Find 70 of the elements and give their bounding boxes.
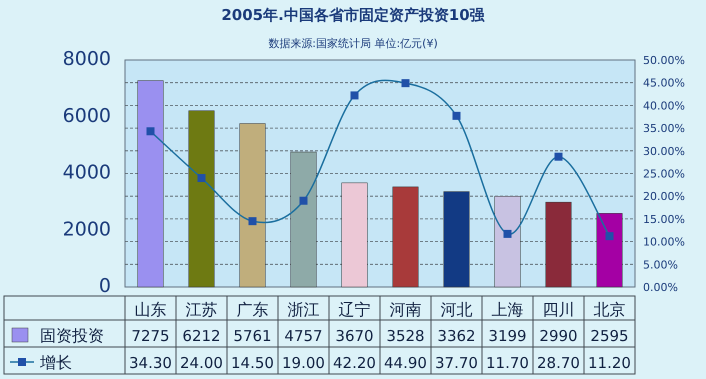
point bbox=[606, 232, 614, 240]
data-label: 3528 bbox=[386, 327, 425, 345]
point bbox=[300, 196, 308, 205]
data-label: 5761 bbox=[233, 327, 272, 345]
data-label: 4757 bbox=[284, 327, 323, 345]
data-label: 44.90 bbox=[384, 354, 427, 372]
y2-tick-label: 25.00% bbox=[643, 168, 685, 180]
x-tick-label: 广东 bbox=[236, 300, 268, 319]
y2-tick-label: 5.00% bbox=[643, 258, 678, 272]
data-label: 34.30 bbox=[129, 354, 172, 372]
x-tick-label: 北京 bbox=[594, 300, 626, 319]
y-tick-label: 0 bbox=[98, 275, 111, 297]
x-tick-label: 山东 bbox=[134, 300, 166, 319]
y2-tick-label: 40.00% bbox=[643, 99, 685, 112]
x-tick-label: 上海 bbox=[492, 300, 524, 319]
bar bbox=[444, 191, 470, 288]
point bbox=[146, 127, 154, 136]
data-label: 28.70 bbox=[537, 354, 580, 372]
point bbox=[452, 112, 460, 120]
x-tick-label: 浙江 bbox=[288, 300, 320, 319]
bar bbox=[290, 152, 316, 288]
y2-tick-label: 50.00% bbox=[643, 54, 685, 67]
y2-tick-label: 15.00% bbox=[643, 212, 685, 226]
x-tick-label: 四川 bbox=[542, 300, 574, 319]
y2-tick-label: 0.00% bbox=[643, 281, 678, 294]
y-tick-label: 2000 bbox=[62, 218, 111, 240]
data-label: 2990 bbox=[539, 327, 578, 345]
y2-tick-label: 30.00% bbox=[643, 144, 685, 158]
bar bbox=[596, 213, 622, 288]
point bbox=[402, 79, 410, 88]
point bbox=[198, 174, 206, 182]
y-tick-label: 4000 bbox=[62, 162, 111, 184]
bar bbox=[546, 202, 572, 288]
data-label: 3670 bbox=[335, 327, 374, 345]
data-label: 7275 bbox=[131, 327, 170, 345]
point bbox=[248, 217, 256, 226]
y2-tick-label: 10.00% bbox=[643, 236, 685, 249]
x-tick-label: 江苏 bbox=[186, 300, 218, 319]
data-label: 19.00 bbox=[282, 354, 325, 372]
bar bbox=[494, 196, 520, 288]
bar bbox=[392, 186, 418, 288]
chart-subtitle: 数据来源:国家统计局 单位:亿元(¥) bbox=[268, 37, 438, 50]
x-tick-label: 河南 bbox=[390, 300, 422, 319]
y2-tick-label: 35.00% bbox=[643, 122, 685, 136]
point bbox=[554, 152, 562, 161]
x-tick-label: 河北 bbox=[440, 300, 472, 319]
data-label: 3362 bbox=[437, 327, 476, 345]
y2-tick-label: 20.00% bbox=[643, 190, 685, 204]
data-label: 3199 bbox=[488, 327, 527, 345]
legend-label: 固资投资 bbox=[40, 326, 104, 345]
data-label: 11.20 bbox=[588, 354, 631, 372]
bar bbox=[188, 110, 214, 288]
data-label: 6212 bbox=[182, 327, 221, 345]
data-label: 24.00 bbox=[180, 354, 223, 372]
data-label: 42.20 bbox=[333, 354, 376, 372]
bar bbox=[240, 123, 266, 288]
bar bbox=[342, 182, 368, 288]
bar bbox=[138, 80, 164, 288]
chart-title: 2005年.中国各省市固定资产投资10强 bbox=[221, 6, 486, 24]
data-label: 14.50 bbox=[231, 354, 274, 372]
y2-tick-label: 45.00% bbox=[643, 76, 685, 90]
data-label: 2595 bbox=[590, 327, 629, 345]
data-label: 11.70 bbox=[486, 354, 529, 372]
y-tick-label: 6000 bbox=[62, 104, 111, 127]
point bbox=[350, 91, 358, 100]
y-tick-label: 8000 bbox=[62, 48, 111, 70]
point bbox=[504, 230, 512, 238]
legend-label: 增长 bbox=[39, 353, 72, 372]
x-tick-label: 辽宁 bbox=[338, 300, 370, 319]
data-label: 37.70 bbox=[435, 354, 478, 372]
